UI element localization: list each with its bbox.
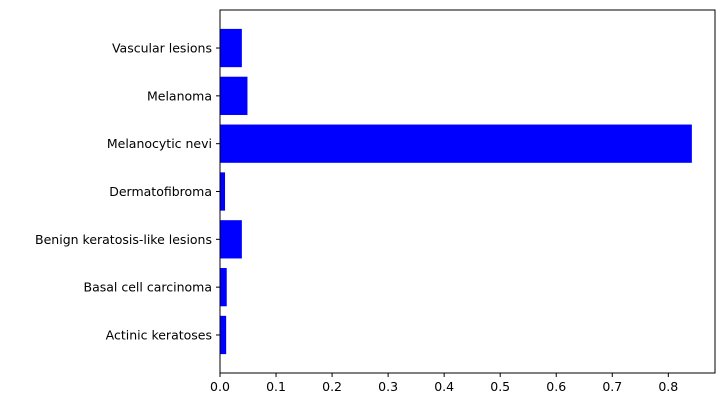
bar [220, 315, 227, 355]
x-tick-label: 0.0 [210, 379, 230, 394]
bar [220, 220, 242, 259]
y-tick-label: Benign keratosis-like lesions [35, 232, 212, 247]
plot-frame [219, 9, 716, 374]
x-tick-label: 0.5 [490, 379, 510, 394]
x-tick-label: 0.8 [658, 379, 678, 394]
bar [220, 124, 692, 163]
x-axis-ticks: 0.0 0.1 0.2 0.3 0.4 0.5 0.6 0.7 0.8 [210, 373, 678, 394]
bar [220, 76, 248, 115]
y-axis-ticks: Actinic keratoses Basal cell carcinoma Ben… [35, 41, 220, 342]
x-tick-label: 0.3 [378, 379, 398, 394]
x-tick-label: 0.7 [602, 379, 622, 394]
x-tick-label: 0.6 [546, 379, 566, 394]
x-tick-label: 0.1 [266, 379, 286, 394]
y-tick-label: Vascular lesions [112, 41, 212, 56]
x-tick-label: 0.2 [322, 379, 342, 394]
bar [220, 172, 226, 211]
bar [220, 268, 227, 307]
y-tick-label: Dermatofibroma [109, 184, 212, 199]
bars-group [220, 28, 692, 355]
y-tick-label: Basal cell carcinoma [84, 280, 213, 295]
bar [220, 28, 242, 68]
y-tick-label: Melanoma [147, 88, 212, 103]
x-tick-label: 0.4 [434, 379, 454, 394]
y-tick-label: Actinic keratoses [106, 327, 212, 342]
y-tick-label: Melanocytic nevi [107, 136, 212, 151]
